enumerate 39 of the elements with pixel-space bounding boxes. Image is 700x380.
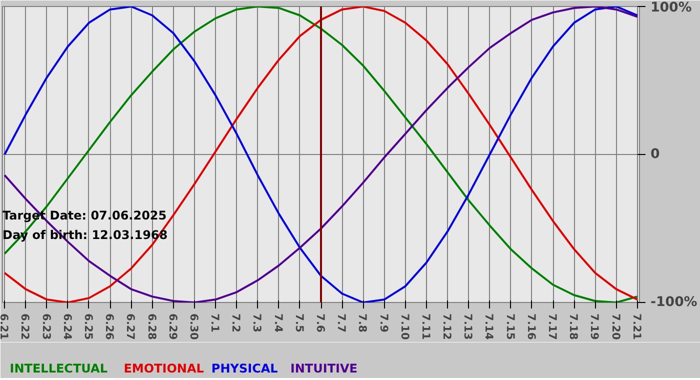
x-tick-label: 6.21 [0, 314, 11, 340]
x-tick-label: 7.2 [230, 314, 243, 332]
x-tick-label: 6.28 [145, 314, 158, 340]
text: PHYSICAL [211, 362, 278, 376]
x-tick-label: 6.26 [103, 314, 116, 340]
x-tick-label: 7.4 [272, 314, 285, 332]
x-tick-label: 7.13 [462, 314, 475, 340]
x-tick-label: 7.10 [398, 314, 412, 340]
x-tick-label: 7.9 [377, 314, 390, 332]
x-tick-label: 7.21 [630, 314, 644, 340]
x-tick-label: 7.6 [314, 314, 327, 332]
line-series [4, 6, 638, 302]
x-tick-label: 7.15 [504, 314, 517, 340]
x-tick-label: 6.25 [82, 314, 95, 340]
x-tick-label: 7.18 [567, 314, 580, 340]
x-tick-label: 6.29 [166, 314, 180, 340]
y-tick-label: 0 [650, 147, 660, 162]
text: EMOTIONAL [124, 362, 204, 376]
x-tick-label: 7.11 [419, 314, 432, 340]
x-tick-label: 7.16 [524, 314, 538, 340]
x-tick-label: 7.1 [208, 314, 222, 332]
x-tick-label: 6.24 [60, 314, 74, 340]
x-tick-label: 6.27 [124, 314, 138, 340]
x-tick-label: 7.12 [440, 314, 454, 340]
x-tick-label: 7.20 [609, 314, 622, 340]
x-tick-label: 6.30 [187, 314, 200, 340]
x-tick-label: 7.14 [482, 314, 496, 340]
x-tick-label: 7.3 [250, 314, 264, 332]
x-tick-label: 7.19 [588, 314, 602, 340]
y-tick-label: 100% [650, 0, 692, 16]
x-tick-label: 7.7 [335, 314, 348, 332]
x-tick-label: 7.5 [292, 314, 306, 332]
text: INTELLECTUAL [10, 362, 108, 376]
text: INTUITIVE [290, 362, 358, 376]
y-tick-label: -100% [650, 295, 698, 310]
x-tick-label: 7.17 [546, 314, 560, 340]
x-tick-label: 7.8 [356, 314, 370, 332]
x-tick-label: 6.23 [40, 314, 53, 340]
x-tick-label: 6.22 [18, 314, 32, 340]
